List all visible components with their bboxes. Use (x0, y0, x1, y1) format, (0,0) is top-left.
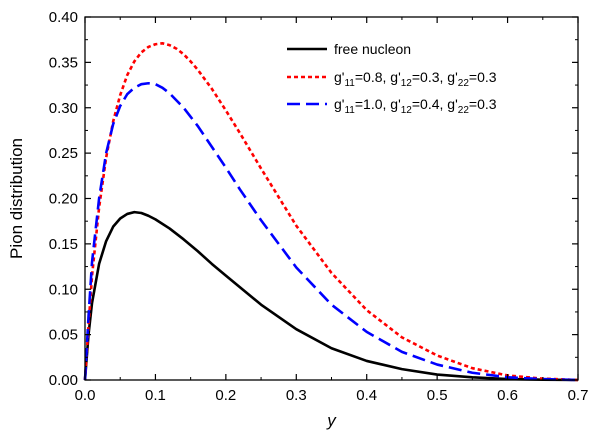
y-tick-label: 0.15 (49, 236, 78, 253)
legend-label-2: g'11=0.8, g'12=0.3, g'22=0.3 (334, 69, 497, 89)
y-tick-label: 0.40 (49, 9, 78, 26)
legend-text-part: =0.3 (469, 96, 497, 112)
plot-frame (84, 16, 579, 381)
legend-label-3: g'11=1.0, g'12=0.4, g'22=0.3 (334, 96, 497, 116)
series-layer (83, 42, 579, 382)
x-tick-label: 0.3 (286, 387, 307, 404)
series-line-3 (83, 81, 579, 382)
x-tick-label: 0.5 (427, 387, 448, 404)
y-axis-title: Pion distribution (7, 138, 26, 259)
series-line-2 (83, 42, 579, 382)
y-tick-label: 0.35 (49, 54, 78, 71)
legend-text-part: g' (334, 96, 344, 112)
legend-subscript: 12 (401, 78, 413, 89)
x-tick-label: 0.6 (497, 387, 518, 404)
y-tick-label: 0.00 (49, 372, 78, 389)
legend-subscript: 12 (401, 105, 413, 116)
x-tick-label: 0.2 (215, 387, 236, 404)
y-tick-label: 0.10 (49, 281, 78, 298)
legend-label-1: free nucleon (334, 41, 411, 57)
y-tick-label: 0.20 (49, 191, 78, 208)
y-tick-label: 0.05 (49, 327, 78, 344)
legend-text-part: =0.4, g' (412, 96, 458, 112)
legend-text-part: free nucleon (334, 41, 411, 57)
legend-text-part: =0.3, g' (412, 69, 458, 85)
x-axis-title: y (326, 411, 337, 430)
x-tick-label: 0.0 (75, 387, 96, 404)
x-tick-label: 0.4 (356, 387, 377, 404)
x-tick-label: 0.7 (568, 387, 589, 404)
legend-subscript: 22 (458, 105, 470, 116)
legend-subscript: 22 (458, 78, 470, 89)
legend-text-part: g' (334, 69, 344, 85)
series-line-1 (83, 210, 579, 382)
legend-subscript: 11 (344, 105, 355, 116)
legend-text-part: =1.0, g' (355, 96, 401, 112)
y-tick-label: 0.25 (49, 145, 78, 162)
legend-text-part: =0.8, g' (355, 69, 401, 85)
x-tick-label: 0.1 (145, 387, 166, 404)
legend-subscript: 11 (344, 78, 355, 89)
y-tick-label: 0.30 (49, 100, 78, 117)
legend-text-part: =0.3 (469, 69, 497, 85)
axes-layer: 0.0 0.1 0.2 0.3 0.4 0.5 0.6 0.7 0.00 0.05 0.10 0.15… (49, 9, 589, 404)
